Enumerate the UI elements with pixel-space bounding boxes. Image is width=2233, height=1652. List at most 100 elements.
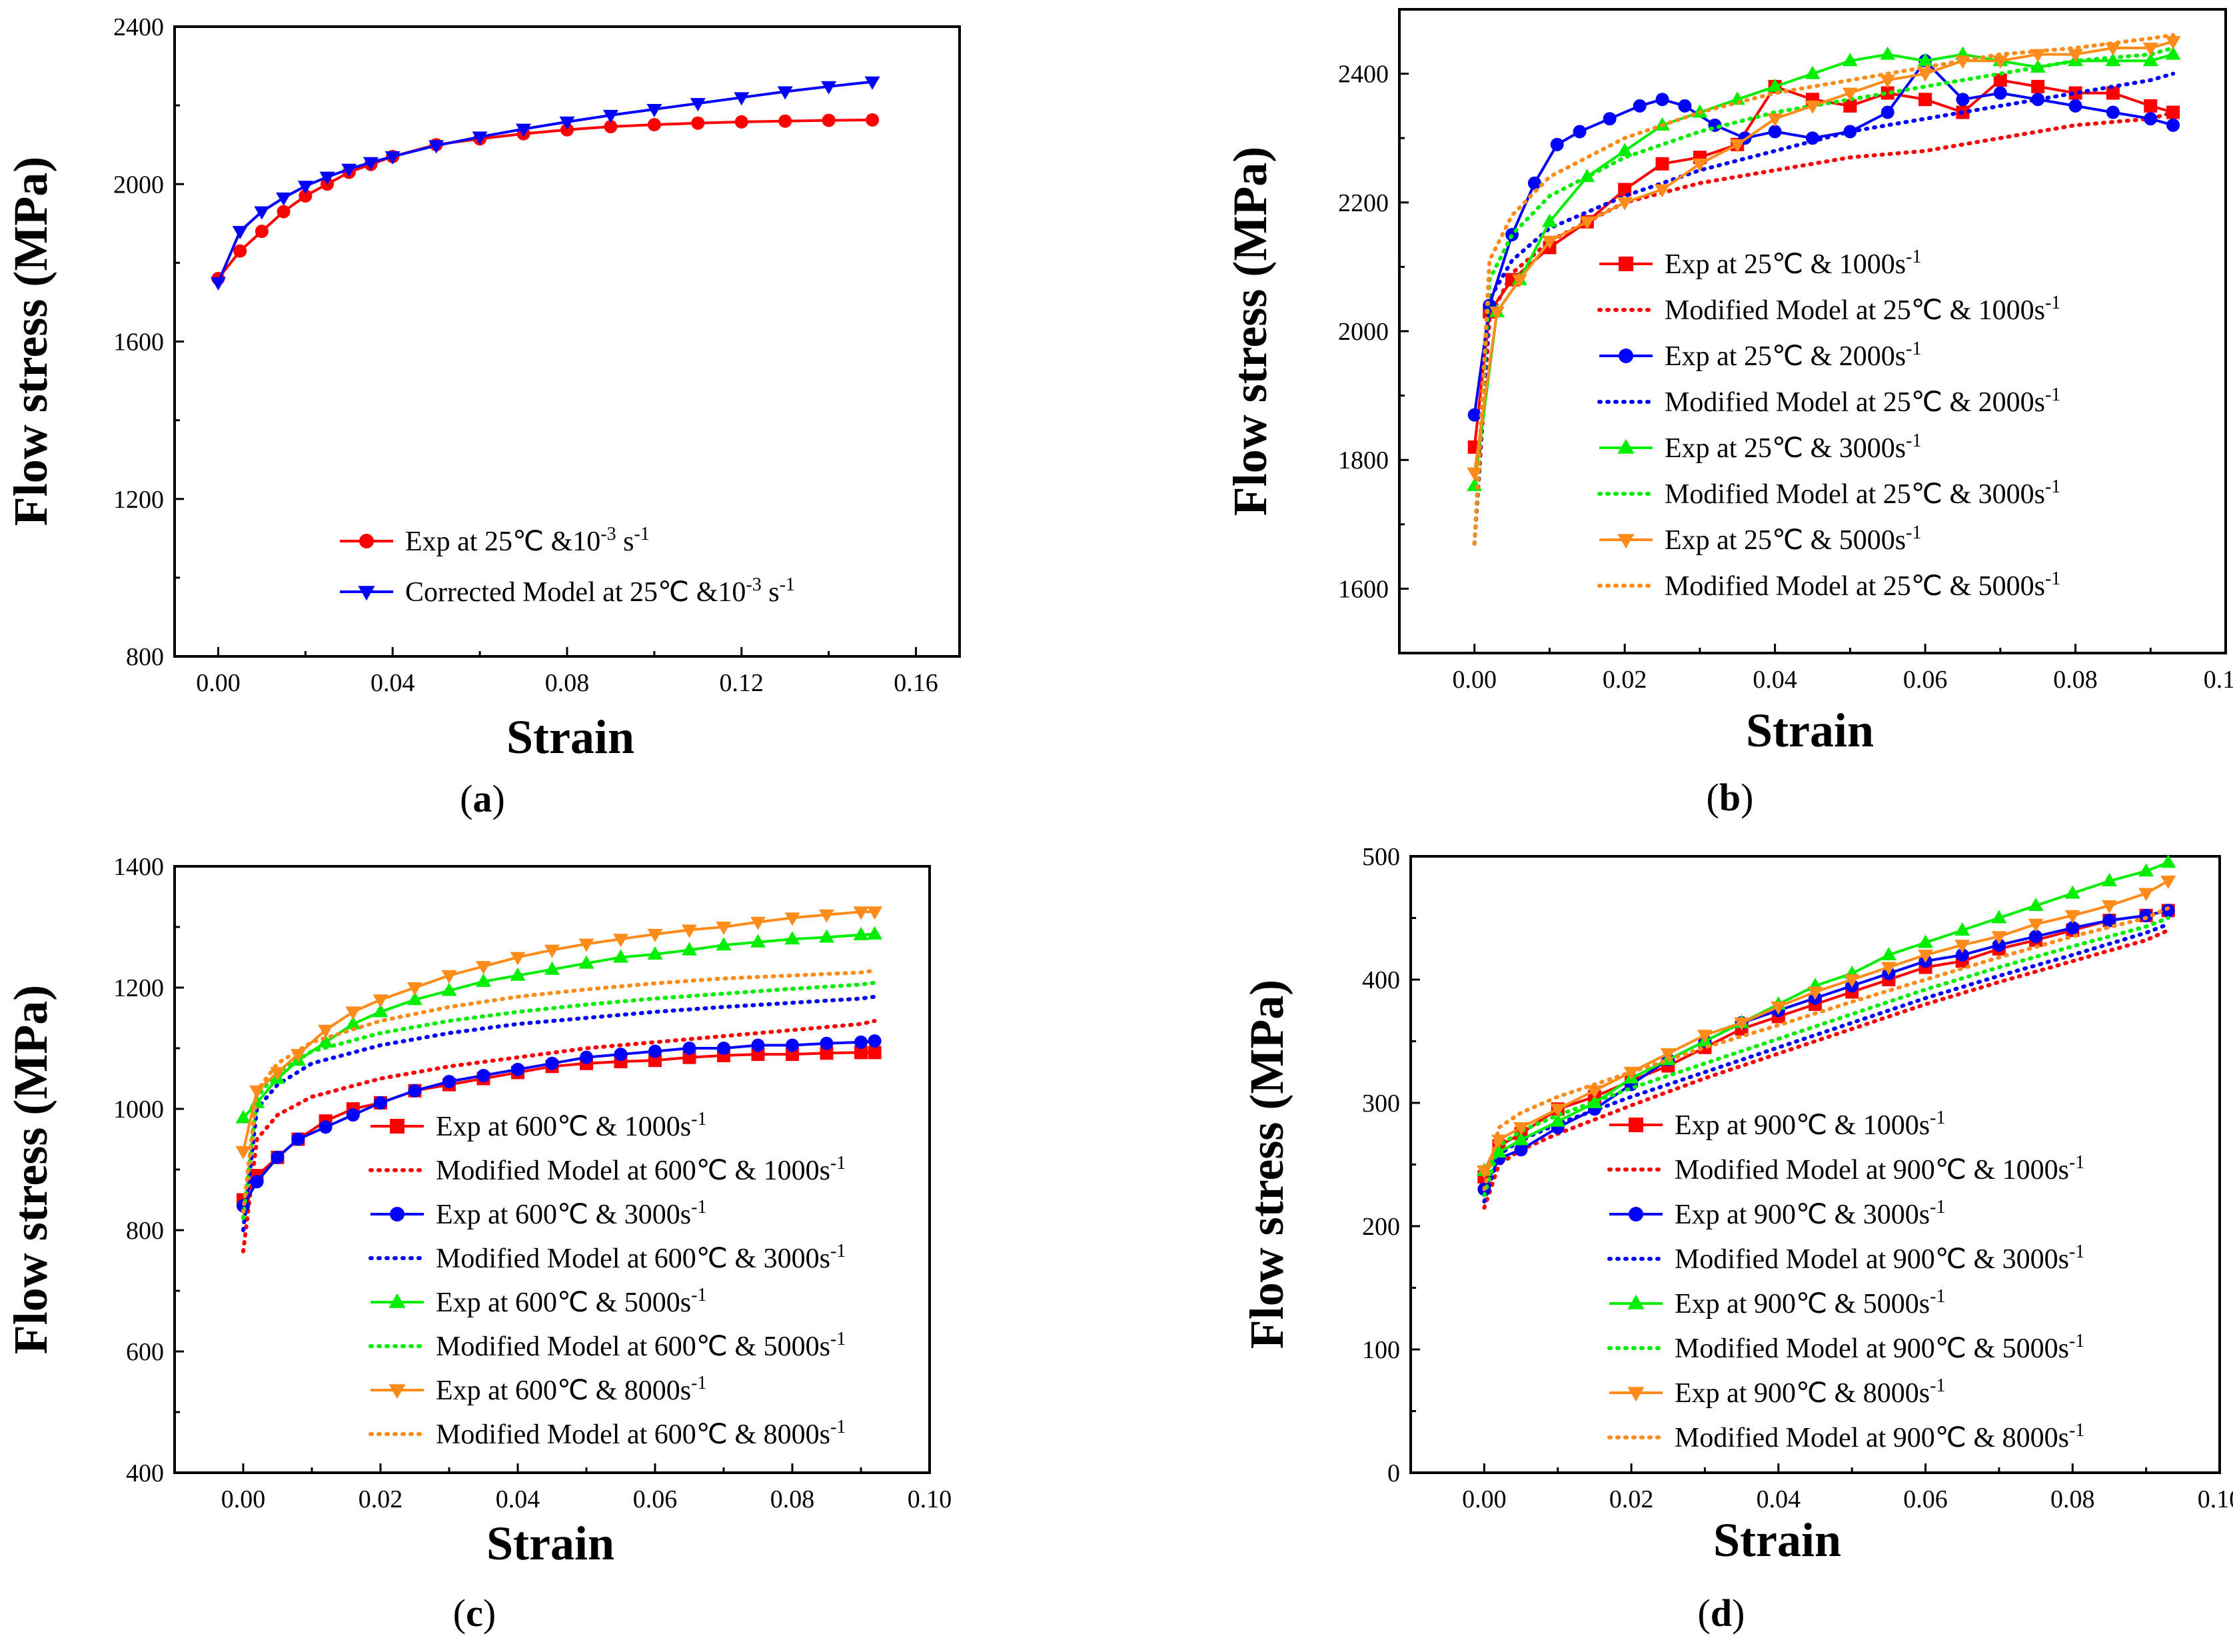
data-point — [2160, 876, 2176, 889]
data-point — [1734, 1017, 1750, 1031]
legend-superscript: -1 — [1930, 1108, 1945, 1128]
series-d-7 — [1482, 906, 2170, 1192]
data-point — [682, 1042, 696, 1055]
data-point — [1511, 274, 1527, 288]
legend-superscript: -1 — [691, 1197, 706, 1218]
legend-text-main: Modified Model at 25℃ & 3000s — [1665, 479, 2045, 510]
caption-close: ) — [492, 777, 505, 820]
series-line — [241, 1019, 877, 1253]
data-point — [614, 1048, 628, 1062]
data-point — [545, 1056, 559, 1070]
caption-open: ( — [453, 1591, 466, 1635]
data-point — [1655, 184, 1671, 198]
series-line — [1483, 909, 2169, 1190]
x-tick-label: 0.04 — [496, 1485, 540, 1513]
legend-superscript: -1 — [1906, 430, 1921, 451]
data-point — [442, 1075, 456, 1089]
data-point — [276, 192, 292, 206]
legend-entry: Exp at 900℃ & 1000s-1 — [1675, 1108, 1945, 1141]
data-point — [1992, 938, 2006, 952]
y-tick-label: 400 — [1362, 966, 1400, 994]
data-point — [819, 909, 834, 923]
data-point — [867, 906, 883, 920]
data-point — [408, 1084, 422, 1098]
data-point — [578, 938, 594, 952]
data-point — [2068, 99, 2082, 113]
legend-superscript: -1 — [1930, 1197, 1945, 1218]
data-point — [2138, 888, 2154, 902]
x-tick-label: 0.06 — [633, 1485, 678, 1513]
series-b-6 — [1467, 36, 2181, 481]
data-point — [646, 104, 662, 118]
data-point — [1550, 137, 1564, 151]
data-point — [691, 116, 705, 130]
x-tick-label: 0.08 — [545, 669, 590, 697]
y-tick-label: 400 — [126, 1459, 164, 1487]
legend-text-main: Modified Model at 600℃ & 1000s — [436, 1156, 830, 1186]
x-tick-label: 0.02 — [359, 1485, 403, 1513]
series-line — [241, 994, 877, 1232]
x-axis-title: Strain — [506, 710, 634, 764]
y-tick-label: 0 — [1387, 1459, 1400, 1487]
caption-close: ) — [1732, 1591, 1745, 1635]
data-point — [1807, 986, 1823, 1000]
chart-panel-d: 0.00 0.02 0.04 0.06 0.08 0.10 0 100 200 300 400 500… — [1240, 843, 2233, 1635]
data-point — [2066, 921, 2080, 935]
data-point — [1880, 947, 1896, 960]
data-point — [2106, 86, 2120, 100]
y-tick-label: 300 — [1362, 1090, 1400, 1118]
legend-text-main: Exp at 25℃ & 2000s — [1665, 341, 1906, 372]
data-point — [1514, 1143, 1528, 1157]
legend-marker — [1617, 534, 1635, 549]
legend-marker — [1629, 1118, 1643, 1132]
data-point — [476, 1068, 490, 1082]
x-tick-label: 0.08 — [2053, 666, 2098, 694]
data-point — [1513, 1122, 1529, 1136]
series-line — [242, 1040, 875, 1207]
data-point — [1513, 1132, 1529, 1146]
legend-entry: Modified Model at 600℃ & 1000s-1 — [436, 1153, 846, 1186]
data-point — [1917, 53, 1933, 67]
data-point — [868, 1046, 882, 1060]
series-c-3 — [241, 994, 877, 1232]
legend-text-main: Exp at 900℃ & 8000s — [1675, 1378, 1930, 1409]
y-tick-label: 200 — [1362, 1213, 1400, 1241]
data-point — [784, 912, 800, 926]
x-tick-label: 0.10 — [2198, 1485, 2233, 1513]
data-point — [786, 1038, 799, 1052]
data-point — [648, 1044, 662, 1058]
data-point — [2030, 49, 2046, 63]
y-tick-label: 600 — [126, 1338, 164, 1366]
legend-text-main: Exp at 600℃ & 8000s — [436, 1375, 691, 1406]
data-point — [1880, 105, 1894, 119]
data-point — [784, 931, 800, 945]
caption-letter: b — [1719, 776, 1741, 819]
data-point — [2161, 904, 2175, 918]
data-point — [544, 944, 560, 958]
x-tick-label: 0.02 — [1603, 666, 1647, 694]
data-point — [647, 118, 661, 132]
legend-superscript: -1 — [2045, 385, 2060, 405]
data-point — [1993, 73, 2007, 87]
data-point — [2028, 898, 2044, 911]
data-point — [372, 1004, 388, 1018]
caption-letter: d — [1711, 1591, 1732, 1635]
panel-caption: (d) — [1698, 1591, 1745, 1635]
data-point — [1603, 112, 1617, 126]
series-b-3 — [1472, 71, 2176, 546]
series-d-5 — [1482, 916, 2170, 1198]
data-point — [250, 1175, 264, 1189]
legend-entry: Modified Model at 600℃ & 3000s-1 — [436, 1241, 846, 1274]
x-tick-label: 0.02 — [1609, 1485, 1654, 1513]
data-point — [777, 86, 793, 100]
data-point — [580, 1050, 593, 1064]
data-point — [235, 1146, 251, 1160]
data-point — [864, 76, 880, 90]
legend-text-main: Exp at 25℃ & 3000s — [1665, 433, 1906, 464]
data-point — [255, 225, 269, 239]
legend-entry: Modified Model at 900℃ & 8000s-1 — [1675, 1420, 2084, 1453]
legend-entry: Modified Model at 25℃ & 1000s-1 — [1665, 293, 2060, 326]
data-point — [372, 994, 388, 1008]
data-point — [299, 189, 313, 203]
